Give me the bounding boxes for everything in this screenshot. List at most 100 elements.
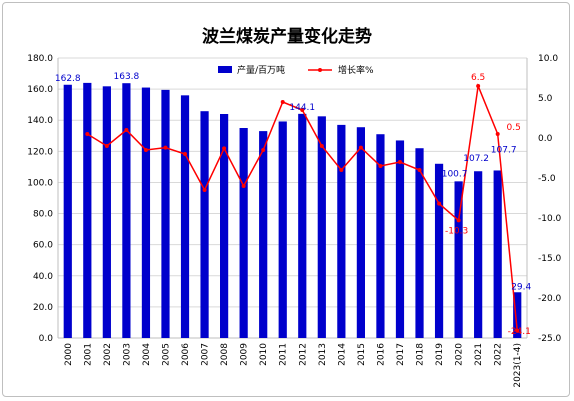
growth-point [319, 144, 324, 148]
bar [220, 114, 229, 338]
bar [513, 292, 522, 338]
growth-point [417, 168, 422, 172]
bar [337, 124, 346, 338]
bar [141, 87, 151, 338]
bar-data-label: 100.7 [442, 169, 468, 179]
growth-point [183, 152, 188, 156]
growth-point [202, 188, 207, 192]
bar-data-label: 107.7 [491, 145, 517, 155]
growth-point [358, 145, 363, 150]
x-tick-label: 2002 [103, 343, 113, 366]
x-tick-label: 2016 [376, 343, 386, 366]
x-tick-label: 2019 [435, 343, 445, 366]
y-left-tick-label: 160.0 [27, 85, 53, 95]
y-right-tick-label: -5.0 [538, 174, 556, 184]
x-tick-label: 2021 [474, 343, 484, 366]
x-tick-label: 2011 [279, 343, 289, 366]
growth-point [280, 100, 285, 104]
bar [434, 163, 444, 338]
line-data-label: 6.5 [471, 73, 485, 83]
bar-series [63, 82, 522, 338]
bar [356, 127, 365, 338]
line-data-label: -24.1 [508, 327, 531, 337]
x-tick-label: 2022 [494, 343, 504, 366]
x-tick-label: 2004 [142, 343, 152, 366]
growth-point [261, 148, 266, 152]
bar [83, 82, 92, 338]
growth-point [300, 108, 305, 112]
growth-point [85, 132, 90, 136]
growth-point [339, 168, 344, 172]
y-left-tick-label: 100.0 [27, 178, 53, 188]
y-left-tick-label: 140.0 [27, 116, 53, 126]
x-tick-label: 2001 [83, 343, 93, 366]
legend: 产量/百万吨 增长率% [218, 64, 374, 76]
x-tick-label: 2023(1-4) [513, 343, 523, 388]
y-left-tick-label: 80.0 [33, 210, 53, 220]
x-tick-label: 2013 [318, 343, 328, 366]
bar-data-label: 163.8 [114, 72, 140, 82]
x-tick-label: 2020 [455, 343, 465, 366]
bar [454, 181, 463, 338]
growth-point [222, 146, 227, 151]
growth-point [143, 148, 148, 152]
growth-point [456, 218, 461, 223]
line-data-label: -10.3 [445, 226, 468, 236]
bar [415, 148, 424, 338]
bar [161, 89, 170, 338]
y-right-tick-label: 10.0 [538, 54, 558, 64]
y-left-tick-label: 120.0 [27, 147, 53, 157]
x-tick-label: 2015 [357, 343, 367, 366]
growth-point [476, 84, 481, 88]
growth-point [241, 184, 246, 188]
line-data-label: 0.5 [507, 123, 521, 133]
legend-line-label: 增长率% [338, 64, 374, 76]
y-right-tick-label: 5.0 [538, 94, 553, 104]
bar [278, 121, 287, 338]
x-tick-label: 2017 [396, 343, 406, 366]
bar [376, 134, 385, 338]
bar [63, 84, 72, 338]
bar [239, 128, 248, 338]
x-tick-label: 2006 [181, 343, 191, 366]
bar [200, 111, 209, 338]
growth-point [378, 164, 383, 168]
growth-point [124, 128, 129, 132]
bar-data-label: 144.1 [289, 103, 315, 113]
growth-point [437, 201, 442, 206]
x-tick-label: 2008 [220, 343, 230, 366]
y-right-tick-label: -10.0 [538, 214, 562, 224]
legend-line-marker [318, 68, 322, 72]
y-left-tick-label: 40.0 [33, 272, 53, 282]
growth-point [163, 145, 168, 150]
y-right-tick-label: 0.0 [538, 134, 553, 144]
y-right-tick-label: -15.0 [538, 254, 562, 264]
bar [395, 140, 405, 338]
bar [493, 170, 502, 338]
bar [317, 116, 326, 338]
x-tick-label: 2009 [240, 343, 250, 366]
x-tick-label: 2012 [298, 343, 308, 366]
growth-point [397, 160, 402, 164]
bar-data-label: 107.2 [463, 154, 489, 164]
x-tick-label: 2014 [337, 343, 347, 366]
growth-point [515, 328, 520, 333]
bar [180, 95, 190, 338]
axes: 0.020.040.060.080.0100.0120.0140.0160.01… [27, 54, 561, 388]
x-tick-label: 2003 [122, 343, 132, 366]
y-right-tick-label: -25.0 [538, 334, 562, 344]
growth-point [495, 132, 500, 136]
bar [122, 83, 131, 338]
x-tick-label: 2010 [259, 343, 269, 366]
bar-data-label: 29.4 [511, 282, 531, 292]
chart-title: 波兰煤炭产量变化走势 [202, 26, 372, 47]
legend-bar-label: 产量/百万吨 [237, 64, 285, 76]
y-left-tick-label: 20.0 [33, 303, 53, 313]
line-series [85, 83, 520, 333]
bar [259, 131, 268, 338]
bar [102, 86, 111, 338]
x-tick-label: 2000 [64, 343, 74, 366]
bar [298, 113, 307, 338]
